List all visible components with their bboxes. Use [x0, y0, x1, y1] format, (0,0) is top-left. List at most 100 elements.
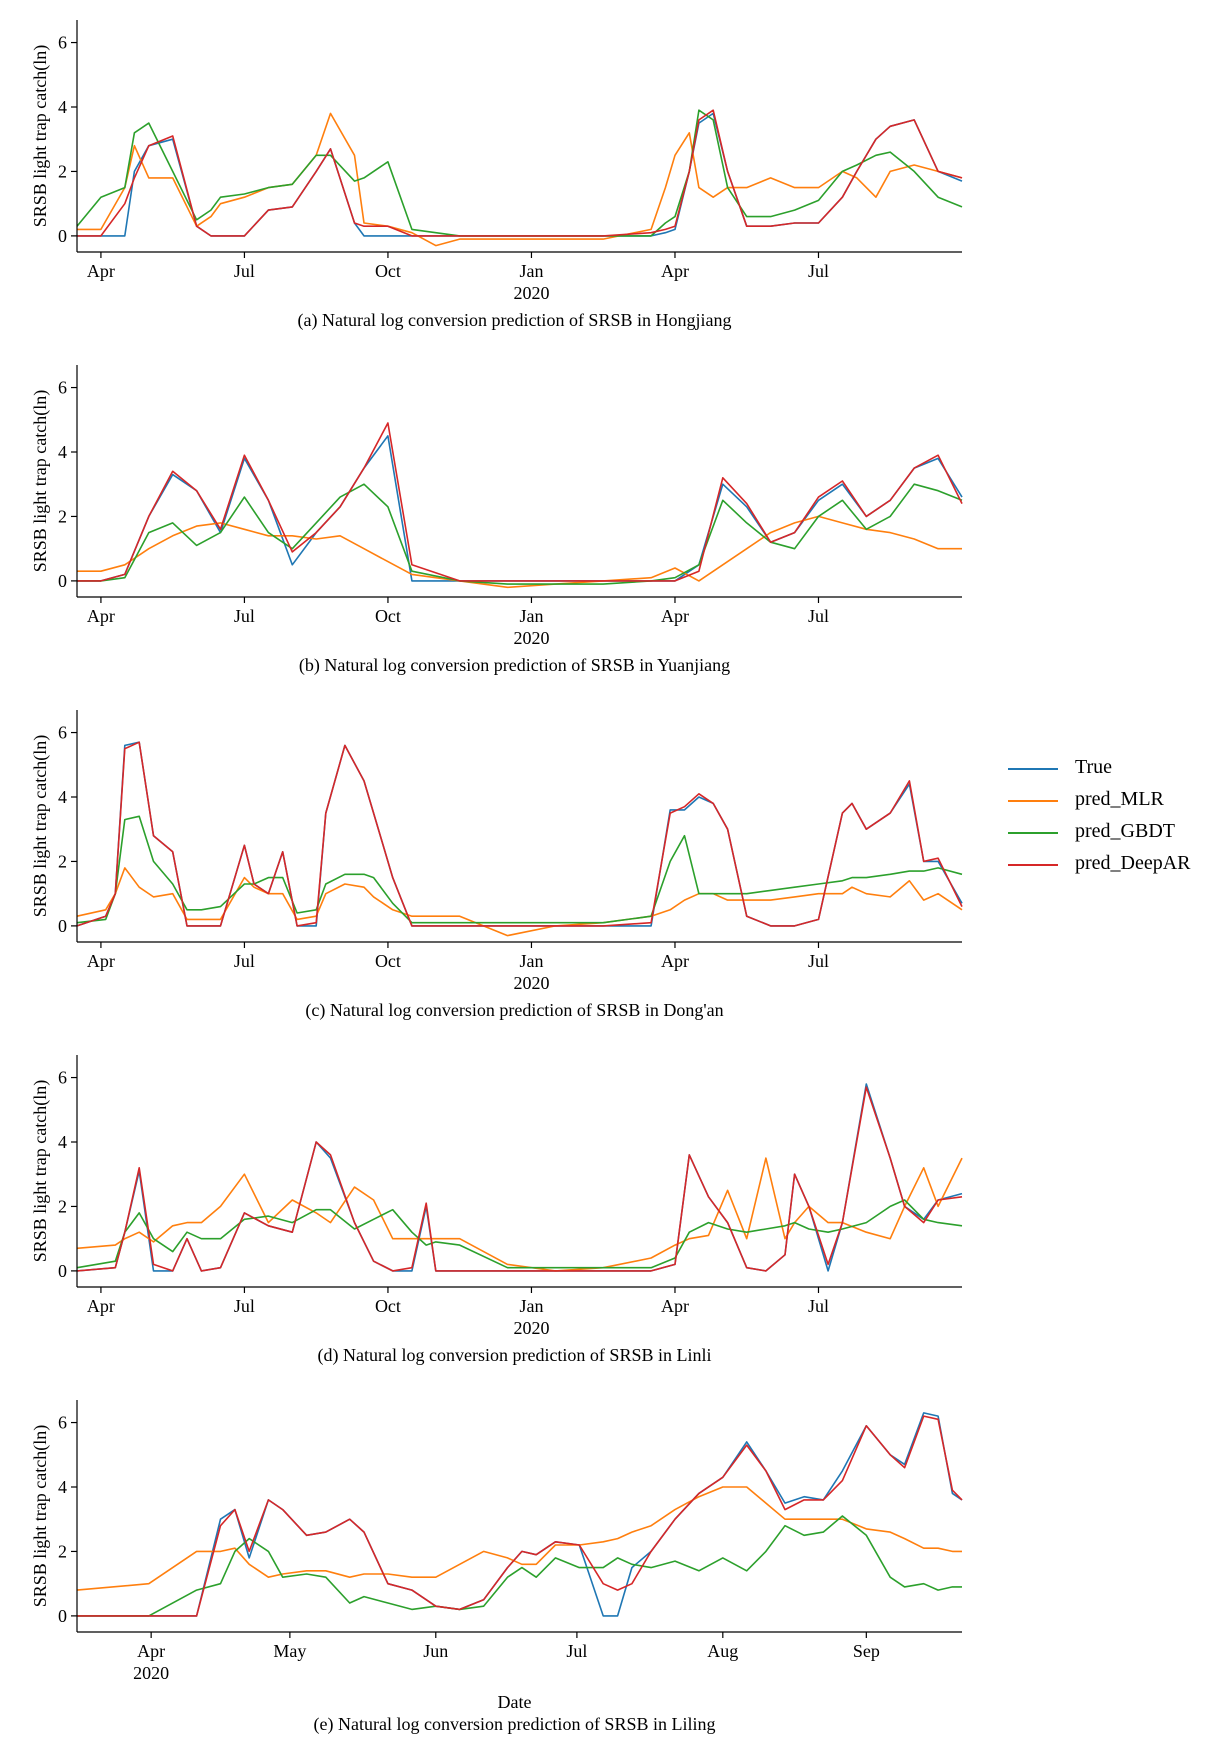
series-line-pred-deepar-b [77, 422, 963, 582]
series-line-pred-gbdt-b [77, 483, 963, 585]
x-tick-label-b-oct: Oct [375, 606, 401, 626]
series-line-pred-deepar-e [77, 1415, 963, 1617]
x-tick-label-b-apr: Apr [661, 606, 689, 626]
legend-label-pred-mlr: pred_MLR [1075, 788, 1164, 810]
x-tick-label-a-apr: Apr [661, 261, 689, 281]
caption-c: (c) Natural log conversion prediction of… [305, 1000, 723, 1021]
x-tick-label-c-apr: Apr [87, 951, 115, 971]
x-year-label-c: 2020 [513, 973, 549, 993]
series-line-pred-gbdt-d [76, 1199, 963, 1269]
x-tick-label-d-apr: Apr [87, 1296, 115, 1316]
x-tick-label-d-apr: Apr [661, 1296, 689, 1316]
series-line-pred-gbdt-e [77, 1515, 962, 1617]
x-tick-label-d-oct: Oct [375, 1296, 401, 1316]
y-tick-label-d-6: 6 [58, 1068, 67, 1088]
y-tick-label-d-2: 2 [58, 1196, 67, 1216]
y-tick-label-b-0: 0 [58, 571, 67, 591]
x-tick-label-e-apr: Apr [137, 1641, 165, 1661]
y-tick-label-e-4: 4 [58, 1477, 67, 1497]
y-axis-label-b: SRSB light trap catch(ln) [30, 390, 51, 572]
x-tick-label-b-apr: Apr [87, 606, 115, 626]
y-axis-label-e: SRSB light trap catch(ln) [30, 1425, 51, 1607]
x-tick-label-b-jul: Jul [234, 606, 255, 626]
x-axis-label-e: Date [498, 1692, 532, 1712]
legend-item-true: True [1008, 755, 1208, 787]
series-line-pred-mlr-e [76, 1486, 962, 1591]
y-axis-label-d: SRSB light trap catch(ln) [30, 1080, 51, 1262]
series-line-pred-gbdt-c [76, 815, 963, 924]
panel-b: 0 2 4 6 Apr Jul Oct Jan Apr Jul 2020 SRSB light tra… [30, 365, 963, 676]
y-tick-label-c-2: 2 [58, 851, 67, 871]
y-tick-label-b-6: 6 [58, 378, 67, 398]
legend-swatch-true [1008, 768, 1058, 770]
y-tick-label-d-0: 0 [58, 1261, 67, 1281]
x-tick-label-e-aug: Aug [707, 1641, 738, 1661]
x-tick-label-e-jun: Jun [423, 1641, 448, 1661]
series-line-pred-mlr-d [76, 1157, 963, 1272]
x-year-label-b: 2020 [513, 628, 549, 648]
x-tick-label-d-jul: Jul [808, 1296, 829, 1316]
panel-c: 0 2 4 6 Apr Jul Oct Jan Apr Jul 2020 SRSB light tra… [30, 710, 963, 1021]
x-tick-label-c-apr: Apr [661, 951, 689, 971]
legend-label-true: True [1075, 756, 1113, 778]
y-tick-label-c-0: 0 [58, 916, 67, 936]
caption-a: (a) Natural log conversion prediction of… [298, 310, 732, 331]
x-tick-label-a-oct: Oct [375, 261, 401, 281]
x-tick-label-b-jan: Jan [519, 606, 543, 626]
series-line-pred-mlr-c [76, 867, 963, 937]
x-year-label-d: 2020 [513, 1318, 549, 1338]
y-tick-label-d-4: 4 [58, 1132, 67, 1152]
y-tick-label-a-2: 2 [58, 161, 67, 181]
panel-d: 0 2 4 6 Apr Jul Oct Jan Apr Jul 2020 SRSB light tra… [30, 1055, 963, 1366]
legend-item-pred-mlr: pred_MLR [1008, 787, 1208, 819]
legend-swatch-pred-gbdt [1008, 832, 1058, 834]
legend-label-pred-gbdt: pred_GBDT [1075, 820, 1175, 842]
y-tick-label-a-6: 6 [58, 33, 67, 53]
y-tick-label-c-6: 6 [58, 723, 67, 743]
x-tick-label-a-jan: Jan [519, 261, 543, 281]
series-line-true-d [76, 1083, 963, 1272]
legend-label-pred-deepar: pred_DeepAR [1075, 852, 1191, 874]
panel-e: 0 2 4 6 Apr May Jun Jul Aug Sep 2020 SRSB light tra… [30, 1400, 963, 1735]
x-tick-label-e-sep: Sep [853, 1641, 880, 1661]
y-axis-label-c: SRSB light trap catch(ln) [30, 735, 51, 917]
legend: True pred_MLR pred_GBDT pred_DeepAR [1008, 755, 1208, 883]
x-tick-label-e-jul: Jul [566, 1641, 587, 1661]
y-tick-label-c-4: 4 [58, 787, 67, 807]
caption-d: (d) Natural log conversion prediction of… [318, 1345, 712, 1366]
caption-e: (e) Natural log conversion prediction of… [314, 1714, 716, 1735]
x-year-label-a: 2020 [513, 283, 549, 303]
x-tick-label-d-jul: Jul [234, 1296, 255, 1316]
y-tick-label-a-4: 4 [58, 97, 67, 117]
series-line-pred-deepar-a [77, 109, 963, 237]
legend-swatch-pred-mlr [1008, 800, 1058, 802]
series-line-pred-deepar-d [76, 1086, 963, 1272]
series-line-true-c [76, 741, 963, 927]
series-line-pred-deepar-c [76, 741, 963, 927]
x-tick-label-c-jan: Jan [519, 951, 543, 971]
y-tick-label-e-6: 6 [58, 1413, 67, 1433]
x-tick-label-d-jan: Jan [519, 1296, 543, 1316]
y-tick-label-a-0: 0 [58, 226, 67, 246]
y-axis-label-a: SRSB light trap catch(ln) [30, 45, 51, 227]
x-tick-label-c-oct: Oct [375, 951, 401, 971]
series-line-pred-mlr-b [77, 515, 962, 589]
panel-a: 0 2 4 6 Apr Jul Oct Jan Apr Jul 2020 SRSB light tra… [30, 20, 963, 331]
legend-item-pred-deepar: pred_DeepAR [1008, 851, 1208, 883]
y-tick-label-b-2: 2 [58, 506, 67, 526]
x-tick-label-a-jul: Jul [234, 261, 255, 281]
series-line-true-e [77, 1412, 963, 1617]
x-tick-label-c-jul: Jul [808, 951, 829, 971]
y-tick-label-b-4: 4 [58, 442, 67, 462]
x-tick-label-a-jul: Jul [808, 261, 829, 281]
x-tick-label-e-may: May [273, 1641, 306, 1661]
x-tick-label-c-jul: Jul [234, 951, 255, 971]
y-tick-label-e-2: 2 [58, 1541, 67, 1561]
x-tick-label-a-apr: Apr [87, 261, 115, 281]
x-tick-label-b-jul: Jul [808, 606, 829, 626]
y-tick-label-e-0: 0 [58, 1606, 67, 1626]
series-line-pred-mlr-a [77, 112, 963, 247]
caption-b: (b) Natural log conversion prediction of… [299, 655, 730, 676]
